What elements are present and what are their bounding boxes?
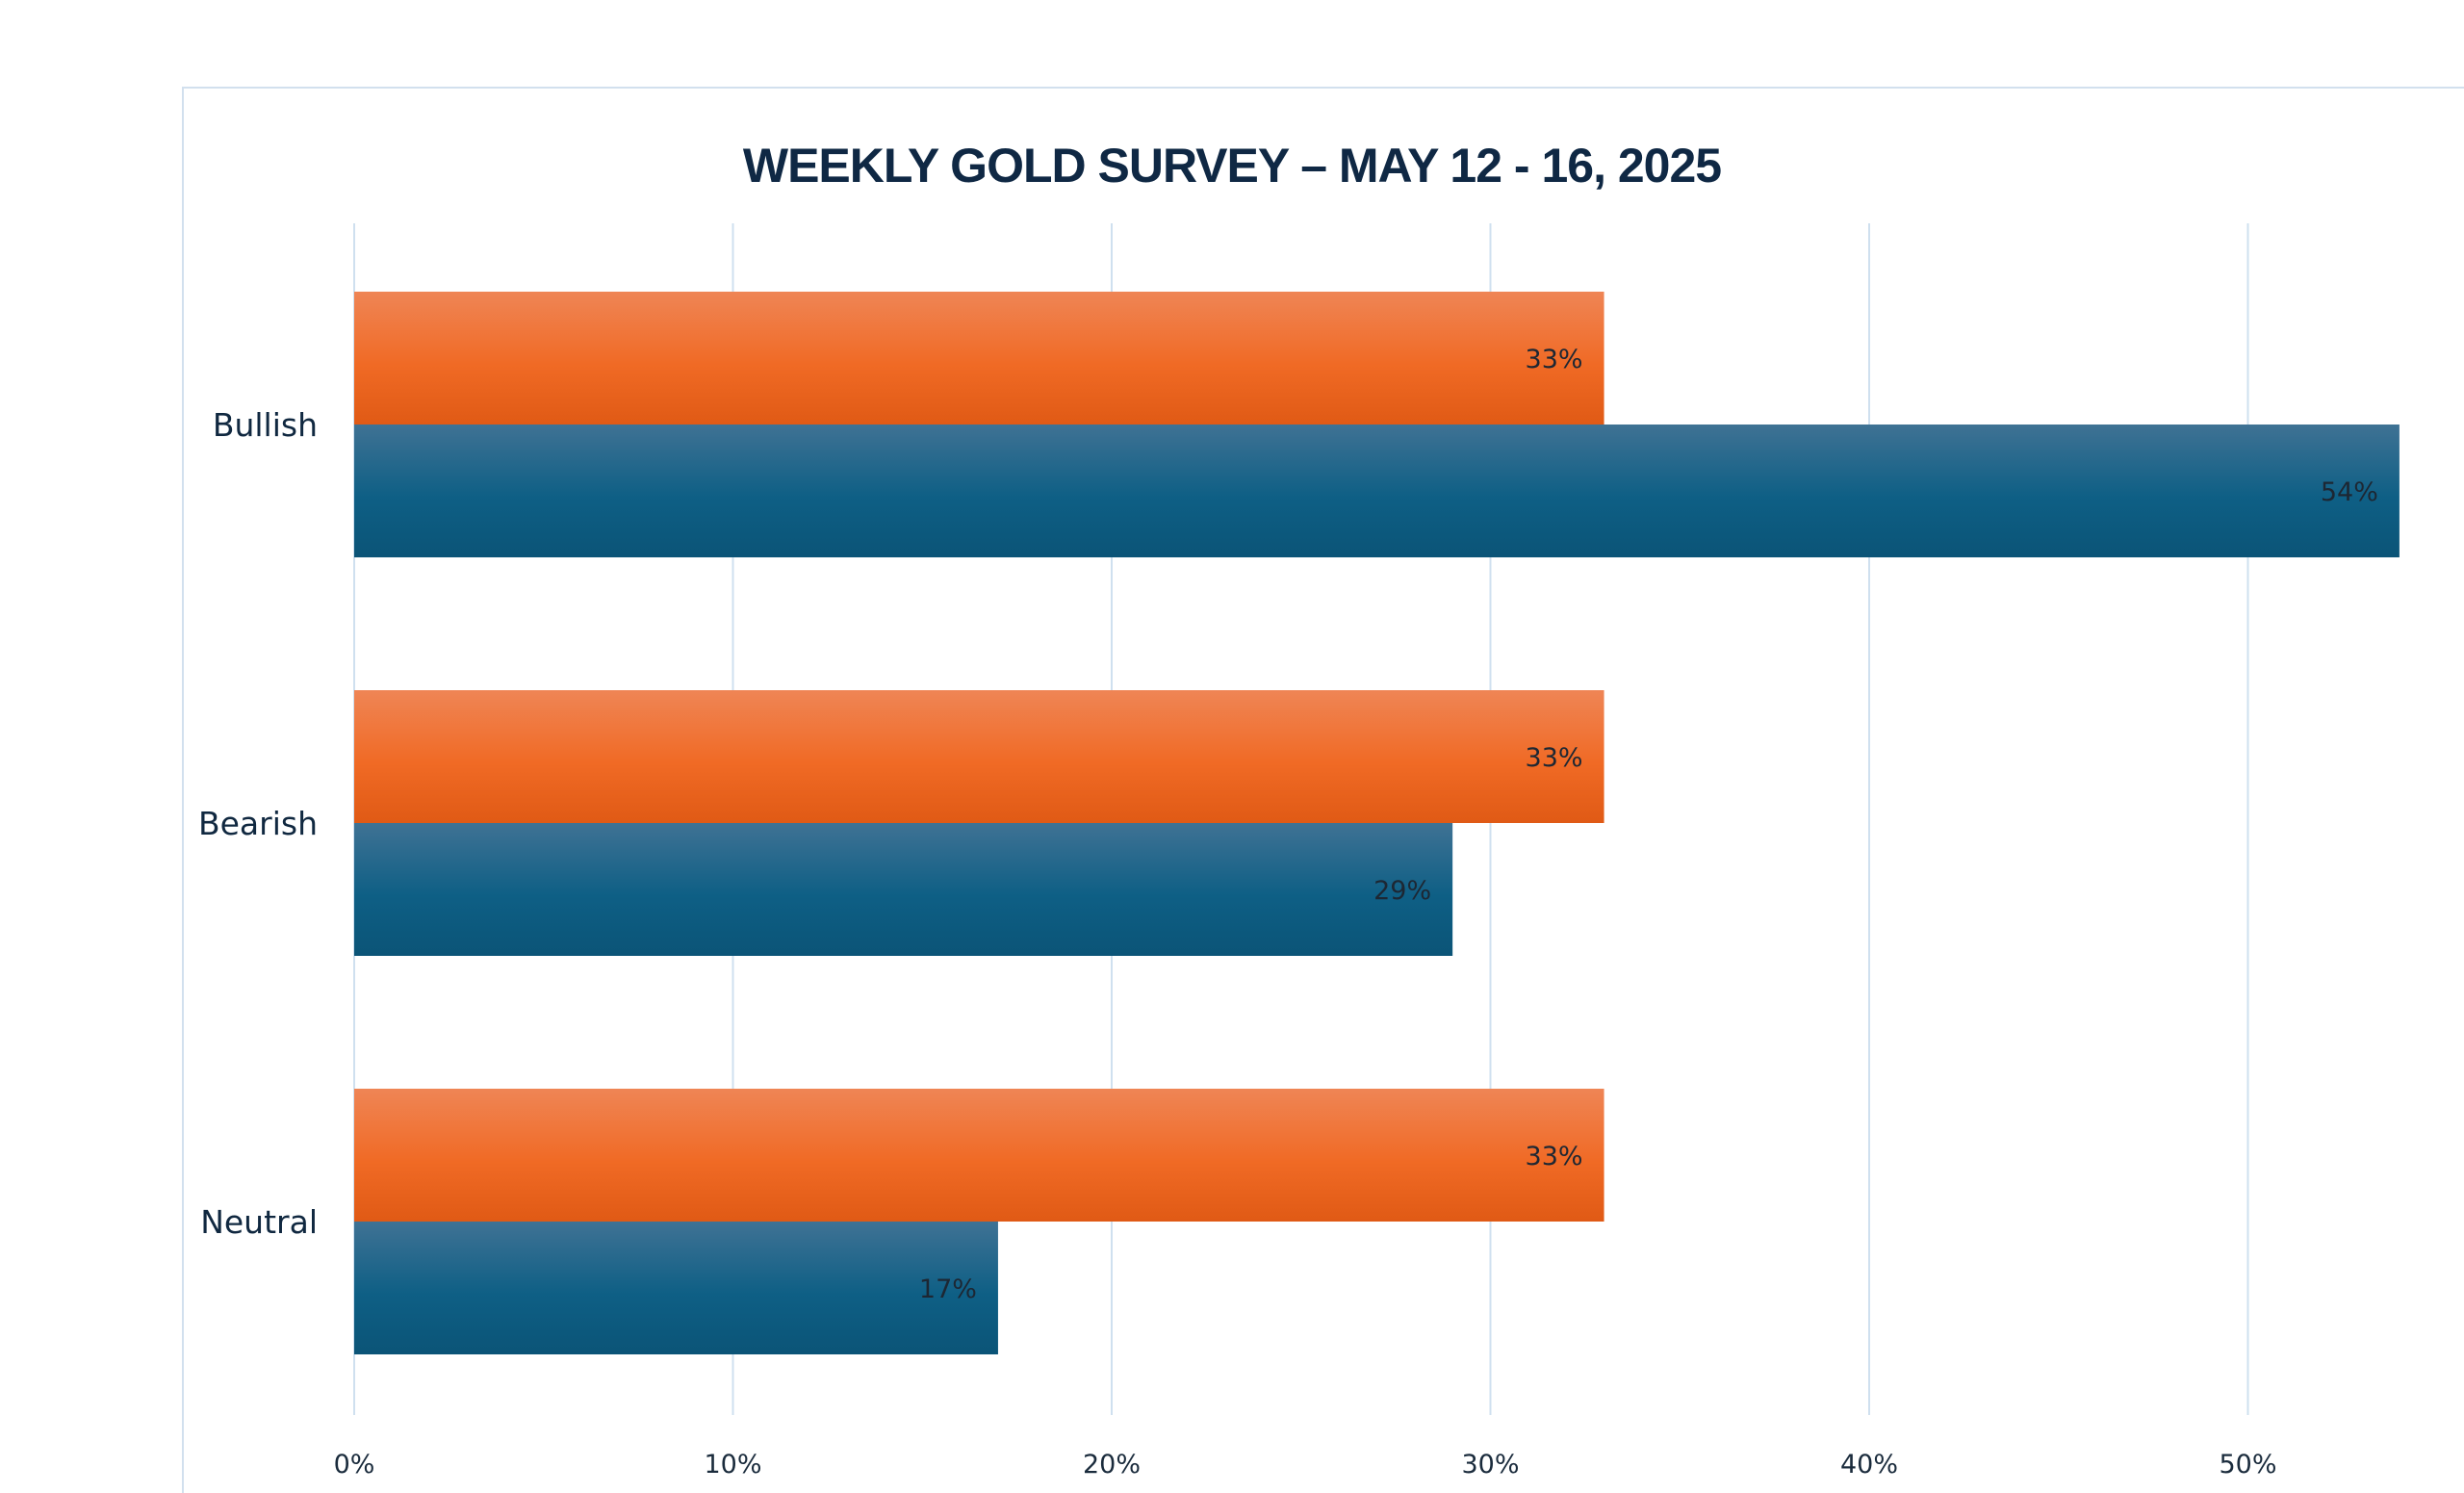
chart-title: WEEKLY GOLD SURVEY – MAY 12 - 16, 2025: [742, 139, 1722, 193]
bar-bearish-series-2: [354, 823, 1453, 956]
bar-bullish-series-1: [354, 292, 1604, 425]
data-label: 33%: [1526, 345, 1583, 374]
x-tick-label: 40%: [1840, 1450, 1898, 1480]
category-label-neutral: Neutral: [200, 1203, 318, 1241]
category-label-bearish: Bearish: [198, 805, 318, 842]
bar-bearish-series-1: [354, 690, 1604, 823]
bar-neutral-series-1: [354, 1089, 1604, 1222]
data-label: 33%: [1526, 1142, 1583, 1171]
chart-frame: [182, 87, 2464, 1493]
x-tick-label: 30%: [1461, 1450, 1519, 1480]
bars: [354, 292, 2400, 1354]
data-label: 54%: [2321, 477, 2378, 507]
x-tick-label: 10%: [704, 1450, 761, 1480]
x-tick-label: 50%: [2219, 1450, 2276, 1480]
data-label: 33%: [1526, 743, 1583, 773]
data-label: 17%: [919, 1274, 977, 1304]
category-label-bullish: Bullish: [213, 406, 318, 444]
data-label: 29%: [1373, 876, 1431, 906]
labels: 0% 10% 20% 30% 40% 50% 33% 54% Bullish 33% 29% Bear…: [198, 345, 2378, 1480]
bar-neutral-series-2: [354, 1222, 998, 1354]
x-tick-label: 0%: [334, 1450, 375, 1480]
bar-bullish-series-2: [354, 425, 2400, 557]
x-tick-label: 20%: [1083, 1450, 1141, 1480]
